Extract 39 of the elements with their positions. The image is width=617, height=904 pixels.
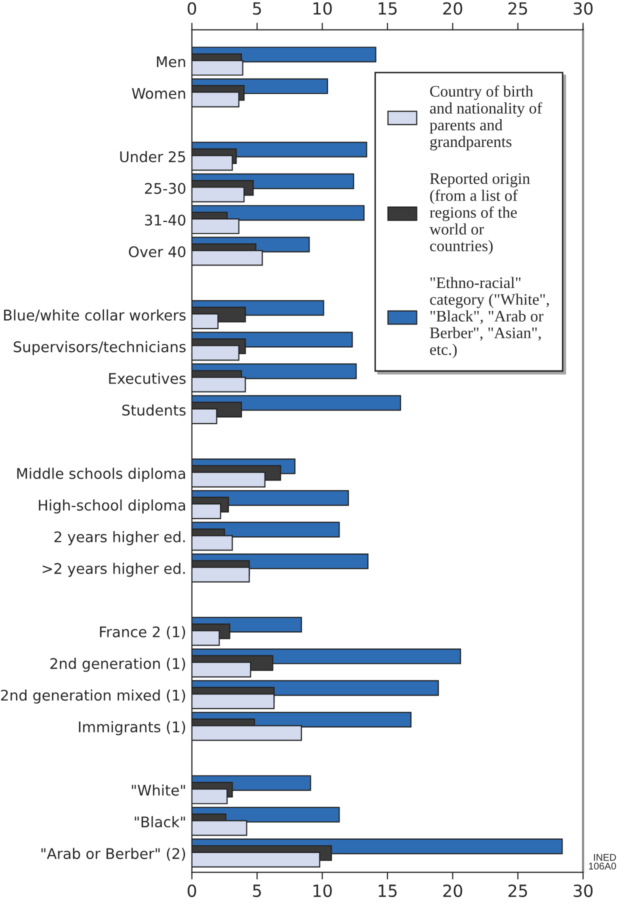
x-tick-label: 5 [253,884,261,898]
x-tick-label: 25 [508,884,528,898]
legend-label: Country of birth and nationality of parents and grandparents [430,85,542,150]
x2-tick-label: 10 [314,2,332,15]
y-tick-label: >2 years higher ed. [42,562,185,577]
y-tick-label: Over 40 [128,246,186,258]
y-tick-label: 2 years higher ed. [54,531,185,546]
y-tick-label: High-school diploma [38,499,186,514]
x-tick-label: 15 [378,884,397,898]
y-tick-label: Supervisors/technicians [14,341,186,356]
y-tick-label: Women [132,88,186,99]
y-tick-label: Students [122,404,186,416]
legend-label: "Ethno-racial" category ("White", "Black", "Arab or Berber", "Asian", etc.) [430,276,549,358]
y-tick-label: "Arab or Berber" (2) [41,848,186,861]
x2-tick-label: 20 [443,2,462,15]
y-tick-label: Men [156,56,186,68]
y-tick-label: Middle schools diploma [17,468,186,482]
x-tick-label: 20 [443,884,462,898]
text: INED 106A0 [589,854,616,870]
x2-tick-label: 30 [574,2,593,15]
y-tick-label: "Black" [134,816,185,828]
y-tick-label: Blue/white collar workers [4,309,186,322]
y-tick-label: Immigrants (1) [78,721,186,736]
y-tick-label: 25-30 [145,182,186,194]
x2-tick-label: 5 [253,2,261,15]
y-tick-label: Under 25 [120,150,186,162]
y-tick-label: 2nd generation mixed (1) [1,689,186,704]
x2-tick-label: 0 [188,2,196,15]
y-tick-label: France 2 (1) [100,626,186,640]
y-tick-label: 2nd generation (1) [50,658,186,672]
x2-tick-label: 25 [508,2,528,15]
x-tick-label: 30 [574,884,593,898]
x-tick-label: 10 [314,884,332,898]
y-tick-label: "White" [132,784,185,796]
legend-label: Reported origin (from a list of regions of the world or countries) [430,172,530,255]
x2-tick-label: 15 [378,2,397,15]
x-tick-label: 0 [188,884,196,898]
y-tick-label: 31-40 [145,214,186,226]
y-tick-label: Executives [109,372,186,384]
